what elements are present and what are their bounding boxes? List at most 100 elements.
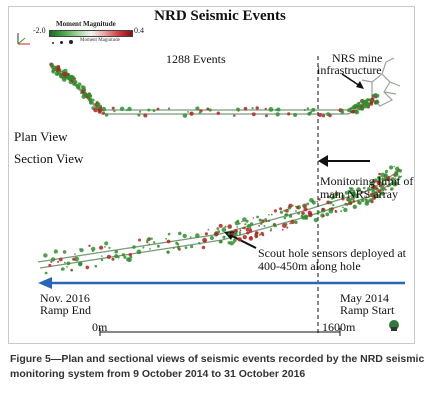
seismic-event-dot: [268, 214, 270, 216]
seismic-event-dot: [100, 106, 102, 109]
seismic-event-dot: [256, 215, 259, 219]
seismic-event-dot: [357, 201, 362, 205]
scout-hole-label-line2: 400-450m along hole: [258, 259, 361, 273]
seismic-event-dot: [230, 232, 234, 235]
colorbar-min-label: -2.0: [33, 26, 46, 35]
seismic-event-dot: [222, 235, 226, 239]
seismic-event-dot: [237, 237, 242, 242]
seismic-event-dot: [360, 99, 365, 104]
seismic-event-dot: [91, 246, 96, 252]
seismic-event-dot: [260, 231, 264, 236]
seismic-event-dot: [104, 113, 109, 117]
seismic-event-dot: [243, 106, 248, 111]
seismic-event-dot: [80, 85, 84, 88]
seismic-event-dot: [376, 180, 379, 183]
seismic-event-dot: [207, 228, 210, 231]
mine-infrastructure-icon: [361, 57, 401, 107]
seismic-event-dot: [254, 233, 257, 236]
plan-view-events: [49, 62, 380, 118]
seismic-event-dot: [378, 184, 382, 188]
seismic-event-dot: [263, 224, 266, 227]
seismic-event-dot: [56, 67, 61, 72]
seismic-event-dot: [219, 240, 223, 244]
seismic-event-dot: [261, 219, 265, 223]
seismic-event-dot: [245, 227, 250, 232]
seismic-event-dot: [375, 191, 378, 193]
seismic-event-dot: [184, 246, 188, 250]
seismic-event-dot: [279, 207, 283, 211]
seismic-event-dot: [48, 263, 52, 267]
seismic-event-dot: [354, 109, 360, 115]
seismic-event-dot: [172, 247, 175, 249]
seismic-event-dot: [86, 92, 92, 98]
seismic-event-dot: [62, 71, 68, 77]
seismic-event-dot: [95, 105, 100, 110]
seismic-event-dot: [271, 213, 273, 216]
seismic-event-dot: [365, 195, 368, 198]
seismic-event-dot: [310, 110, 313, 113]
seismic-event-dot: [148, 243, 151, 246]
seismic-event-dot: [243, 226, 246, 230]
seismic-event-dot: [350, 110, 354, 114]
seismic-event-dot: [349, 201, 353, 205]
seismic-event-dot: [70, 75, 75, 81]
seismic-event-dot: [152, 109, 156, 112]
seismic-event-dot: [344, 202, 348, 206]
seismic-event-dot: [167, 107, 171, 110]
seismic-event-dot: [182, 233, 187, 239]
seismic-event-dot: [396, 178, 400, 181]
seismic-event-dot: [104, 241, 109, 246]
seismic-event-dot: [216, 227, 220, 231]
seismic-event-dot: [326, 112, 331, 117]
seismic-event-dot: [242, 235, 247, 240]
seismic-event-dot: [334, 210, 338, 213]
seismic-event-dot: [227, 232, 231, 236]
seismic-event-dot: [156, 244, 160, 248]
seismic-event-dot: [284, 213, 287, 217]
seismic-event-dot: [350, 187, 352, 190]
seismic-event-dot: [97, 102, 101, 106]
seismic-event-dot: [303, 207, 308, 212]
seismic-event-dot: [139, 110, 142, 113]
seismic-event-dot: [234, 220, 240, 226]
seismic-event-dot: [360, 198, 365, 203]
seismic-event-dot: [318, 113, 322, 117]
monitoring-limit-label-line2: main NRS array: [320, 187, 398, 201]
seismic-event-dot: [380, 191, 385, 196]
seismic-event-dot: [295, 210, 297, 212]
seismic-event-dot: [209, 236, 214, 240]
seismic-event-dot: [395, 166, 400, 171]
seismic-event-dot: [242, 217, 247, 222]
seismic-event-dot: [343, 207, 348, 213]
seismic-event-dot: [82, 92, 87, 98]
seismic-event-dot: [114, 249, 119, 254]
seismic-event-dot: [50, 260, 53, 263]
seismic-event-dot: [291, 204, 294, 207]
seismic-event-dot: [75, 81, 78, 84]
seismic-event-dot: [108, 246, 111, 249]
seismic-event-dot: [283, 216, 287, 220]
seismic-event-dot: [273, 224, 277, 228]
seismic-event-dot: [74, 253, 76, 255]
scale-bar: [99, 328, 341, 336]
seismic-event-dot: [59, 70, 62, 72]
section-view-label: Section View: [14, 151, 84, 166]
seismic-event-dot: [330, 197, 334, 200]
seismic-event-dot: [189, 236, 192, 239]
seismic-event-dot: [398, 169, 403, 173]
seismic-event-dot: [224, 225, 227, 228]
section-view-events: [43, 165, 403, 275]
seismic-event-dot: [306, 107, 310, 110]
seismic-event-dot: [147, 108, 151, 112]
seismic-event-dot: [283, 209, 286, 212]
mine-infrastructure-label-line1: NRS mine: [332, 51, 383, 65]
seismic-event-dot: [239, 229, 242, 232]
seismic-event-dot: [290, 219, 295, 225]
colorbar-title: Moment Magnitude: [56, 20, 116, 28]
seismic-event-dot: [275, 112, 280, 117]
seismic-event-dot: [390, 177, 395, 182]
seismic-event-dot: [208, 108, 212, 112]
seismic-event-dot: [303, 109, 306, 111]
seismic-event-dot: [143, 113, 148, 118]
